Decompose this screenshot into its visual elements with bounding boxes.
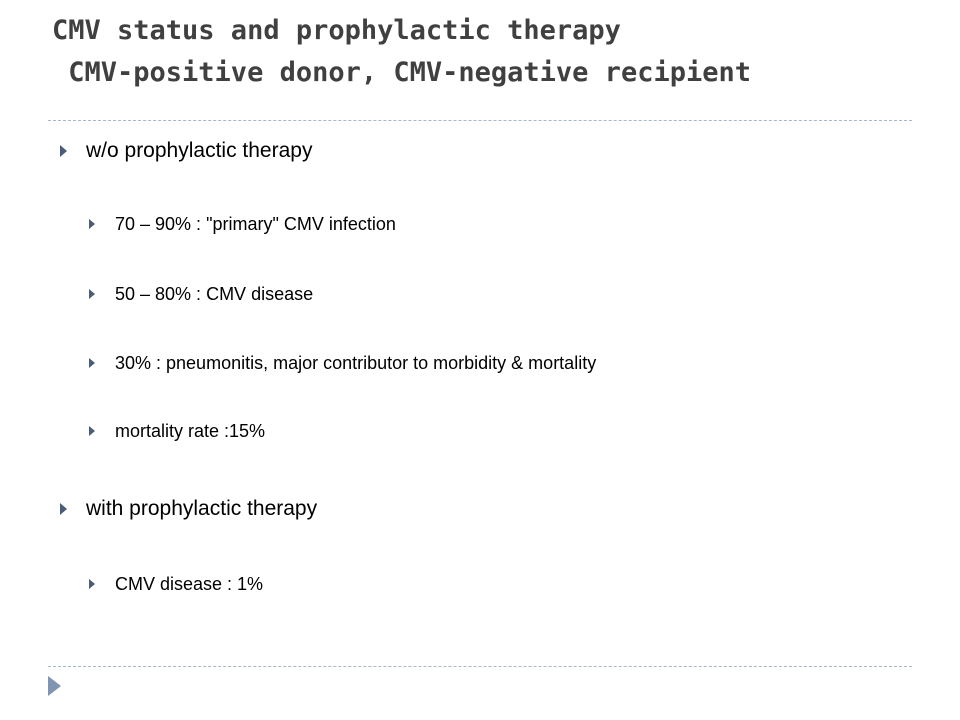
triangle-right-icon [89, 289, 95, 299]
slide-title-line-2: CMV-positive donor, CMV-negative recipie… [52, 57, 751, 88]
sub-bullet-text: 50 – 80% : CMV disease [115, 283, 314, 304]
triangle-right-icon [89, 219, 95, 229]
triangle-right-icon [89, 358, 95, 368]
sub-bullet-item: mortality rate :15% [89, 419, 265, 443]
sub-bullet-text: 70 – 90% : "primary" CMV infection [115, 213, 396, 234]
triangle-right-icon [60, 145, 67, 157]
bullet-text: with prophylactic therapy [86, 497, 318, 520]
sub-bullet-item: 30% : pneumonitis, major contributor to … [89, 351, 596, 375]
footer-divider [48, 666, 912, 667]
sub-bullet-item: 50 – 80% : CMV disease [89, 282, 313, 306]
slide-title: CMV status and prophylactic therapy CMV-… [52, 10, 932, 94]
bullet-text: w/o prophylactic therapy [86, 139, 313, 162]
triangle-right-icon [60, 503, 67, 515]
sub-bullet-item: CMV disease : 1% [89, 572, 263, 596]
bullet-item: w/o prophylactic therapy [60, 137, 312, 165]
sub-bullet-text: mortality rate :15% [115, 420, 266, 441]
sub-bullet-text: 30% : pneumonitis, major contributor to … [115, 352, 597, 373]
title-divider [48, 120, 912, 121]
triangle-right-icon [89, 426, 95, 436]
bullet-item: with prophylactic therapy [60, 495, 317, 523]
sub-bullet-text: CMV disease : 1% [115, 573, 264, 594]
triangle-right-icon [48, 676, 61, 696]
sub-bullet-item: 70 – 90% : "primary" CMV infection [89, 212, 396, 236]
triangle-right-icon [89, 579, 95, 589]
slide-title-line-1: CMV status and prophylactic therapy [52, 15, 621, 46]
